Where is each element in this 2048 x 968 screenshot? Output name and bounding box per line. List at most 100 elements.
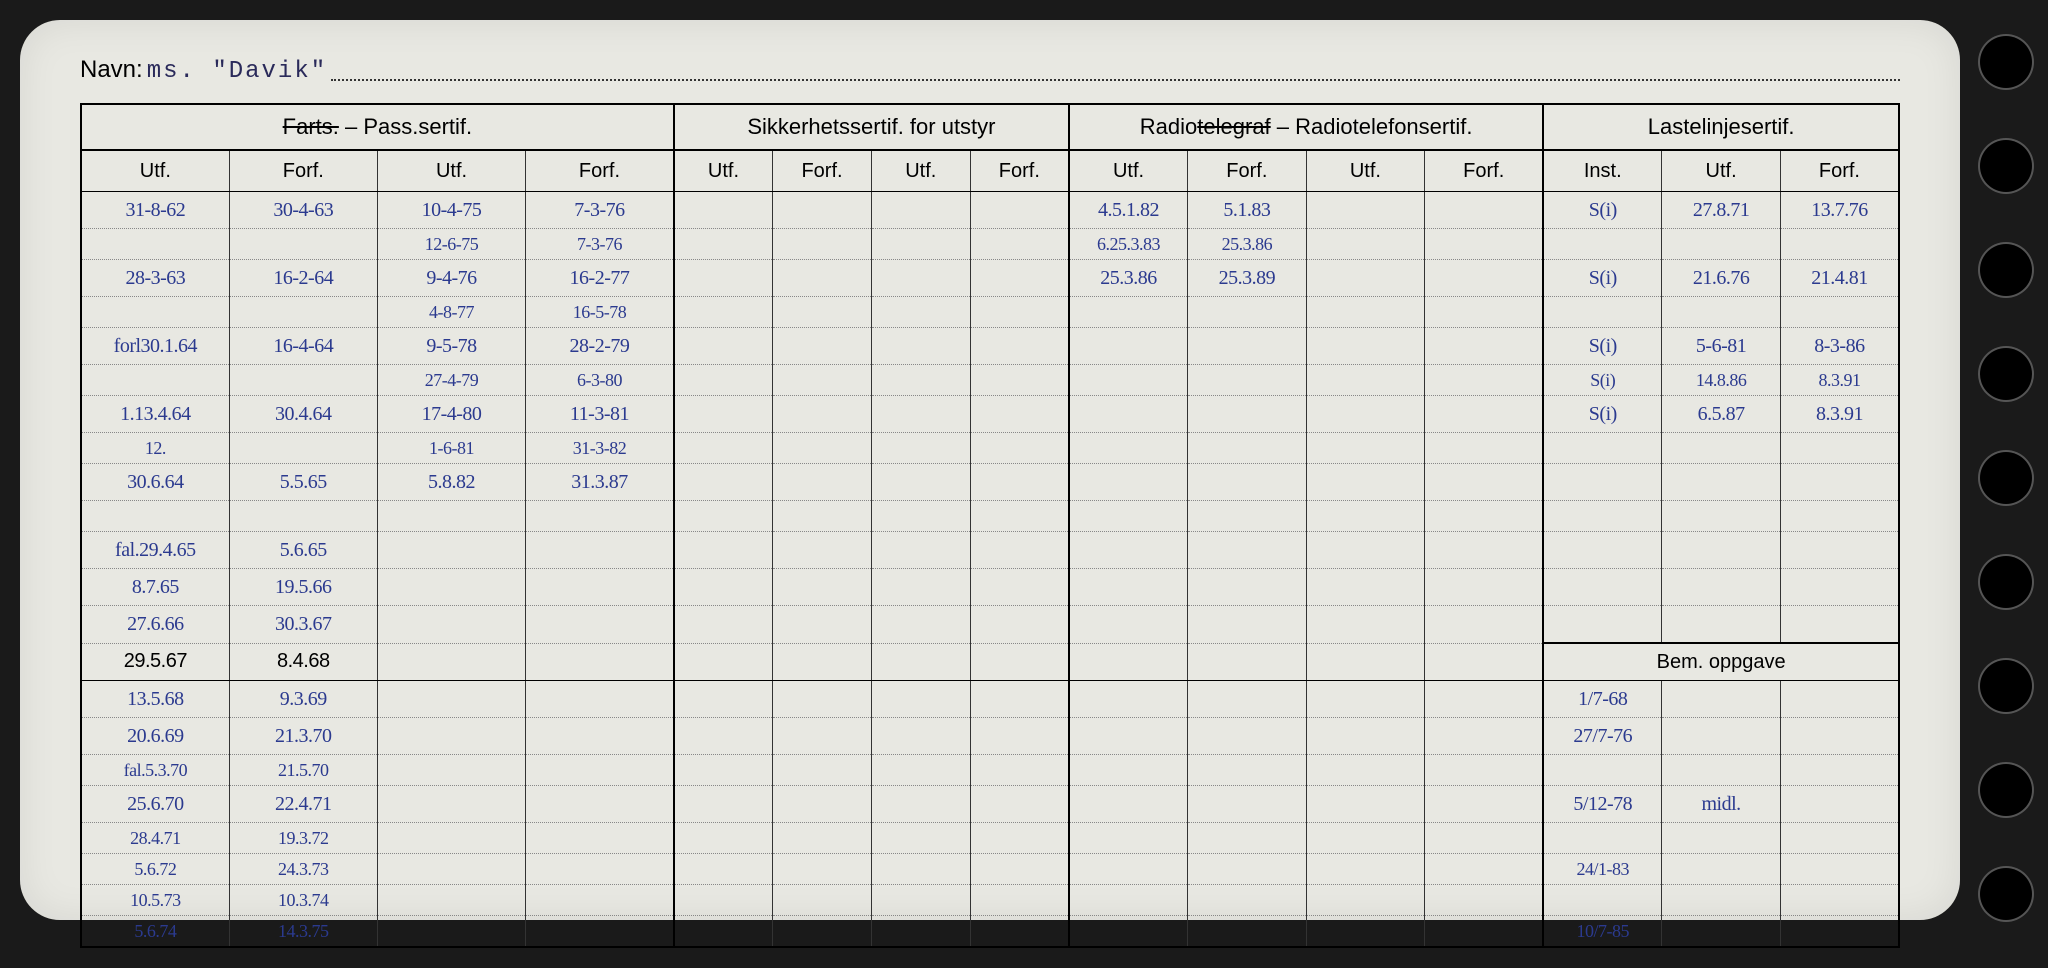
cell: 10.5.73 — [81, 885, 229, 916]
cell — [871, 433, 970, 464]
cell — [871, 718, 970, 755]
cell — [1662, 823, 1781, 854]
cell: 4-8-77 — [377, 297, 525, 328]
cell — [1306, 464, 1425, 501]
cell — [674, 681, 773, 718]
table-row: 5.6.7224.3.7324/1-83 — [81, 854, 1899, 885]
sub-forf: Forf. — [773, 150, 872, 192]
table-row: 10.5.7310.3.74 — [81, 885, 1899, 916]
cell — [773, 328, 872, 365]
cell: 30-4-63 — [229, 192, 377, 229]
cell — [377, 569, 525, 606]
cell — [970, 885, 1069, 916]
cell — [773, 606, 872, 644]
cell — [1780, 569, 1899, 606]
cell — [229, 297, 377, 328]
cell — [1188, 916, 1307, 948]
cell — [1188, 365, 1307, 396]
hdr-sikker: Sikkerhetssertif. for utstyr — [674, 104, 1069, 150]
cell — [970, 433, 1069, 464]
cell — [229, 365, 377, 396]
cell — [1306, 643, 1425, 681]
cell — [1780, 433, 1899, 464]
cell — [1425, 606, 1544, 644]
cell: 25.3.86 — [1069, 260, 1188, 297]
cell — [1543, 569, 1662, 606]
cell: 30.6.64 — [81, 464, 229, 501]
cell — [81, 365, 229, 396]
ledger-card: Navn: ms. "Davik" Farts. – Pass.sertif. … — [20, 20, 1960, 920]
cell — [1425, 365, 1544, 396]
cell — [674, 718, 773, 755]
cell — [871, 786, 970, 823]
cell: 14.3.75 — [229, 916, 377, 948]
cell: S(i) — [1543, 365, 1662, 396]
sub-utf: Utf. — [674, 150, 773, 192]
cell — [377, 823, 525, 854]
cell — [674, 643, 773, 681]
ledger-table: Farts. – Pass.sertif. Sikkerhetssertif. … — [80, 103, 1900, 948]
cell — [773, 297, 872, 328]
cell — [1069, 365, 1188, 396]
cell: 5.8.82 — [377, 464, 525, 501]
cell — [871, 328, 970, 365]
cell — [1662, 229, 1781, 260]
cell — [1662, 885, 1781, 916]
cell — [674, 229, 773, 260]
cell — [526, 786, 674, 823]
cell — [773, 569, 872, 606]
cell: 6-3-80 — [526, 365, 674, 396]
cell — [674, 885, 773, 916]
sub-utf: Utf. — [377, 150, 525, 192]
cell — [377, 718, 525, 755]
cell — [1425, 569, 1544, 606]
cell — [674, 786, 773, 823]
cell: 27.6.66 — [81, 606, 229, 644]
cell — [1425, 464, 1544, 501]
cell — [1425, 532, 1544, 569]
cell — [970, 569, 1069, 606]
cell: 5-6-81 — [1662, 328, 1781, 365]
cell — [1306, 569, 1425, 606]
cell — [970, 396, 1069, 433]
cell — [970, 464, 1069, 501]
cell — [773, 365, 872, 396]
cell — [1069, 718, 1188, 755]
cell — [674, 396, 773, 433]
cell — [1425, 396, 1544, 433]
cell: 9.3.69 — [229, 681, 377, 718]
cell — [1306, 885, 1425, 916]
cell — [1780, 786, 1899, 823]
cell — [377, 681, 525, 718]
cell: 28.4.71 — [81, 823, 229, 854]
cell: 5.5.65 — [229, 464, 377, 501]
sub-forf: Forf. — [1780, 150, 1899, 192]
cell: 11-3-81 — [526, 396, 674, 433]
cell — [1188, 823, 1307, 854]
table-row: 4-8-7716-5-78 — [81, 297, 1899, 328]
cell: 31-3-82 — [526, 433, 674, 464]
cell — [1306, 606, 1425, 644]
cell — [1425, 718, 1544, 755]
cell — [1425, 755, 1544, 786]
cell: 9-4-76 — [377, 260, 525, 297]
navn-row: Navn: ms. "Davik" — [80, 56, 1900, 85]
cell: 1-6-81 — [377, 433, 525, 464]
cell: 12. — [81, 433, 229, 464]
cell: 30.4.64 — [229, 396, 377, 433]
cell: 16-2-77 — [526, 260, 674, 297]
cell — [674, 569, 773, 606]
cell — [1780, 916, 1899, 948]
table-row — [81, 501, 1899, 532]
cell — [1543, 885, 1662, 916]
sub-utf: Utf. — [1662, 150, 1781, 192]
hdr-laste: Lastelinjesertif. — [1543, 104, 1899, 150]
cell: forl30.1.64 — [81, 328, 229, 365]
cell — [1543, 229, 1662, 260]
cell — [1069, 643, 1188, 681]
sub-forf: Forf. — [526, 150, 674, 192]
cell — [674, 823, 773, 854]
cell — [970, 606, 1069, 644]
cell: 10-4-75 — [377, 192, 525, 229]
cell — [526, 643, 674, 681]
